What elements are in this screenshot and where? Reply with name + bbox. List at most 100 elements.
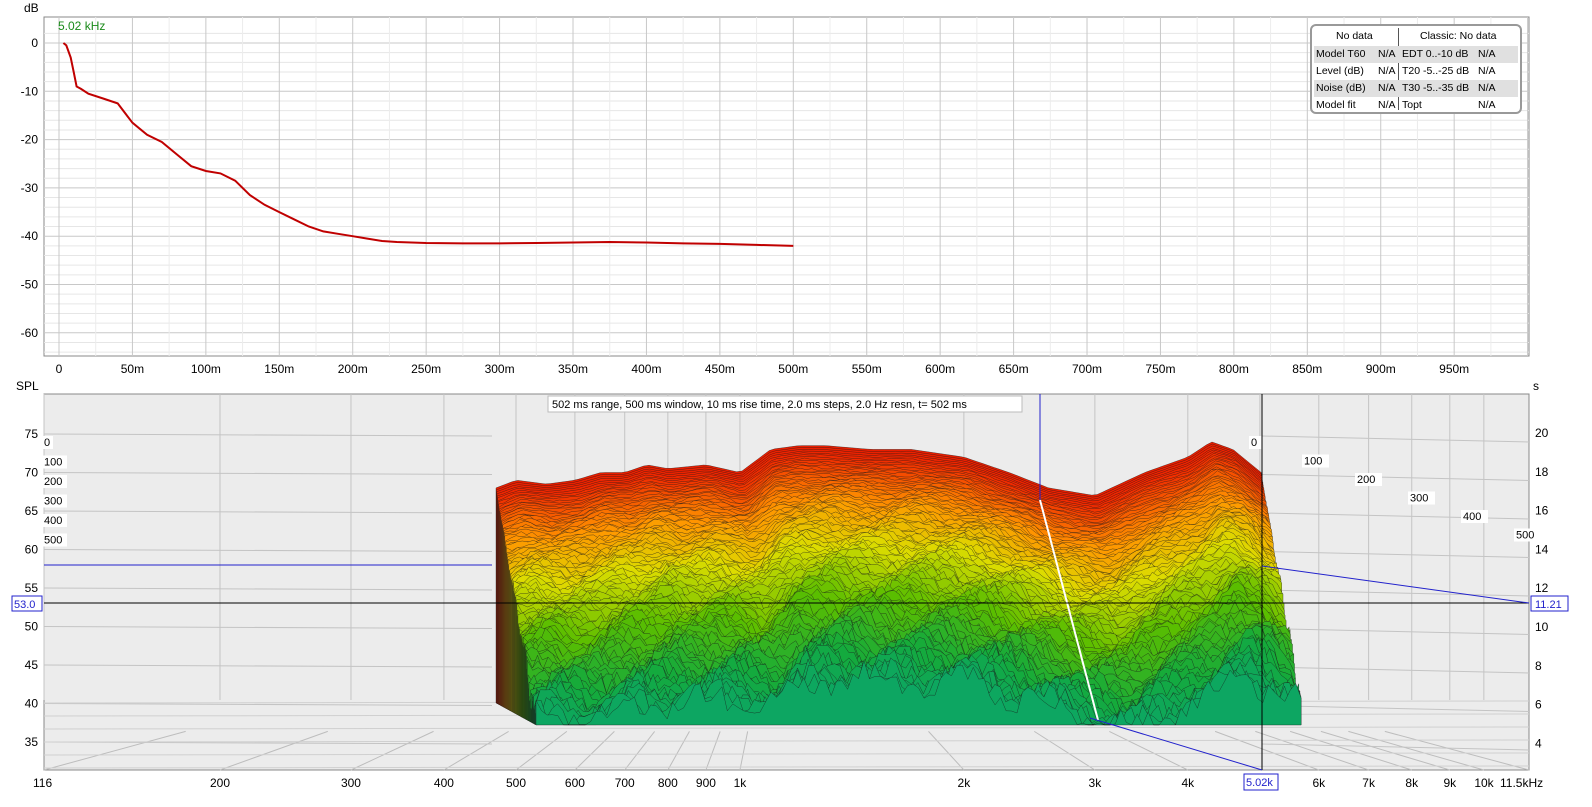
decay-y-tick-label: -30 <box>21 181 39 195</box>
grid-line <box>1255 730 1369 771</box>
rt60-row-label-right: EDT 0..-10 dB <box>1402 48 1469 60</box>
decay-y-tick-label: 0 <box>31 36 38 50</box>
waterfall-freq-tick-label: 600 <box>565 776 585 790</box>
decay-x-tick-label: 0 <box>56 362 63 376</box>
depth-label-left: 500 <box>44 535 62 547</box>
waterfall-spl-tick-label: 60 <box>25 543 39 557</box>
grid-line <box>350 730 434 771</box>
decay-x-tick-label: 600m <box>925 362 955 376</box>
rt60-separator <box>1398 28 1399 110</box>
grid-line <box>515 730 568 771</box>
depth-label-right: 200 <box>1357 474 1375 486</box>
waterfall-freq-tick-label: 10k <box>1474 776 1494 790</box>
waterfall-freq-tick-label: 9k <box>1443 776 1457 790</box>
rt60-row-label: Level (dB) <box>1316 65 1364 77</box>
waterfall-freq-tick-label: 7k <box>1362 776 1376 790</box>
depth-label-right: 300 <box>1410 493 1428 505</box>
decay-x-tick-label: 650m <box>999 362 1029 376</box>
grid-line <box>574 731 615 771</box>
grid-line <box>928 731 965 771</box>
decay-x-tick-label: 850m <box>1292 362 1322 376</box>
decay-x-tick-label: 400m <box>631 362 661 376</box>
waterfall-freq-ticks: 116 200 300 400 500 600 700 800 900 1k 2k 3k 4k 6k 7k 8… <box>33 776 1543 790</box>
rt60-row-value: N/A <box>1378 48 1396 60</box>
waterfall-left-unit: SPL <box>16 379 39 393</box>
decay-x-tick-label: 900m <box>1366 362 1396 376</box>
rt60-row-value: N/A <box>1378 99 1396 111</box>
waterfall-time-tick-label: 8 <box>1535 659 1542 673</box>
depth-label-bg <box>42 533 67 547</box>
cursor-spl-box[interactable] <box>11 595 43 612</box>
decay-series-line <box>62 42 794 247</box>
grid-line <box>1261 743 1530 751</box>
rt60-left-header: No data <box>1336 30 1373 42</box>
depth-label-bg <box>42 475 67 488</box>
waterfall-freq-tick-label: 116 <box>33 776 52 790</box>
cursor-time-box[interactable] <box>1530 595 1569 612</box>
rt60-row-value-right: N/A <box>1478 65 1496 77</box>
grid-line <box>43 549 493 552</box>
waterfall-depth-labels-left: 0 100 200 300 400 500 <box>42 436 67 547</box>
grid-line <box>1261 628 1530 635</box>
rt60-row-value: N/A <box>1378 82 1396 94</box>
decay-x-tick-label: 500m <box>778 362 808 376</box>
decay-y-tick-label: -50 <box>21 278 39 292</box>
waterfall-title: 502 ms range, 500 ms window, 10 ms rise … <box>552 399 967 411</box>
waterfall-slice <box>535 659 1302 726</box>
cursor-freq-box[interactable] <box>1243 773 1279 791</box>
waterfall-slices <box>495 441 1302 726</box>
grid-line <box>1033 730 1096 771</box>
depth-label-left: 300 <box>44 496 62 508</box>
rt60-right-header: Classic: No data <box>1420 30 1497 42</box>
waterfall-time-tick-label: 10 <box>1535 620 1549 634</box>
grid-line <box>43 472 493 475</box>
decay-y-tick-label: -60 <box>21 326 39 340</box>
waterfall-spl-tick-label: 50 <box>25 620 39 634</box>
decay-x-tick-label: 300m <box>485 362 515 376</box>
decay-grid <box>44 17 1529 356</box>
waterfall-time-tick-label: 16 <box>1535 504 1549 518</box>
depth-label-right: 0 <box>1251 437 1257 449</box>
depth-label-bg <box>1461 510 1488 523</box>
grid-line <box>443 730 509 771</box>
waterfall-spl-tick-label: 75 <box>25 427 39 441</box>
decay-x-tick-label: 750m <box>1145 362 1175 376</box>
grid-line <box>43 664 493 668</box>
rt60-row-value-right: N/A <box>1478 99 1496 111</box>
grid-line <box>1109 730 1189 771</box>
rt60-row-value-right: N/A <box>1478 48 1496 60</box>
decay-plot-area[interactable] <box>43 16 1530 357</box>
grid-line <box>1348 730 1484 771</box>
grid-line <box>43 587 493 591</box>
decay-x-tick-label: 800m <box>1219 362 1249 376</box>
grid-line <box>1214 730 1319 771</box>
grid-line <box>43 739 1530 743</box>
grid-line <box>1320 730 1450 771</box>
cursor-spl-value: 53.0 <box>14 599 35 611</box>
grid-line <box>43 626 493 629</box>
waterfall-freq-tick-label: 400 <box>434 776 454 790</box>
grid-line <box>1289 730 1412 771</box>
rt60-row: Model fit N/A Topt N/A <box>1314 97 1518 114</box>
depth-label-bg <box>1355 473 1382 486</box>
cursor-freq-value: 5.02k <box>1246 777 1273 789</box>
decay-x-tick-label: 450m <box>705 362 735 376</box>
grid-line <box>43 752 1530 756</box>
decay-x-tick-label: 700m <box>1072 362 1102 376</box>
waterfall-freq-tick-label: 200 <box>210 776 230 790</box>
decay-x-tick-label: 100m <box>191 362 221 376</box>
decay-x-tick-label: 200m <box>338 362 368 376</box>
waterfall-time-tick-label: 4 <box>1535 736 1542 750</box>
rt60-row-label: Model T60 <box>1316 48 1366 60</box>
grid-line <box>705 731 721 771</box>
rt60-row: Model T60 N/A EDT 0..-10 dB N/A <box>1314 46 1518 63</box>
depth-label-bg <box>1249 436 1262 449</box>
waterfall-time-tick-label: 20 <box>1535 426 1549 440</box>
decay-y-tick-label: -40 <box>21 229 39 243</box>
decay-y-tick-label: -10 <box>21 84 39 98</box>
grid-line <box>624 731 656 771</box>
waterfall-spl-tick-label: 55 <box>25 581 39 595</box>
depth-label-bg <box>42 455 67 469</box>
rt60-row-label-right: T30 -5..-35 dB <box>1402 82 1470 94</box>
